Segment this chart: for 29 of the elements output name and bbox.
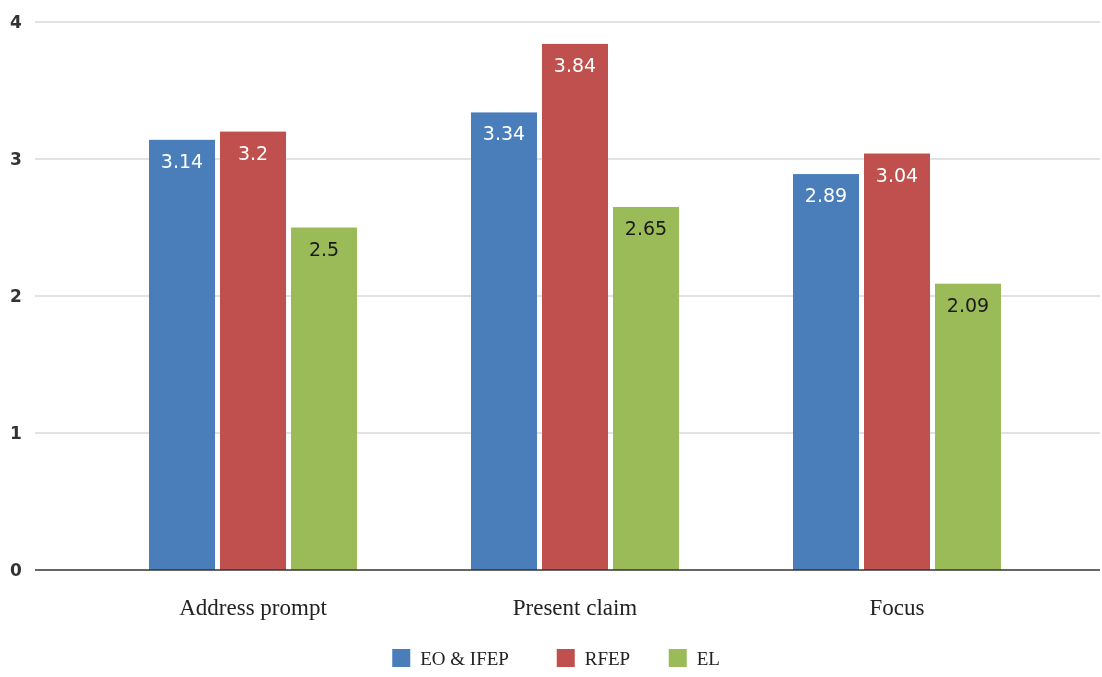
bar xyxy=(864,153,930,570)
legend-label: EO & IFEP xyxy=(420,647,509,669)
bar xyxy=(793,174,859,570)
data-label: 2.65 xyxy=(624,216,668,239)
y-tick-label: 1 xyxy=(10,422,22,443)
data-label: 2.5 xyxy=(308,237,340,260)
data-label: 3.04 xyxy=(875,163,919,186)
data-label: 3.34 xyxy=(482,122,526,145)
legend-label: EL xyxy=(696,647,720,669)
bar xyxy=(542,43,608,570)
y-tick-label: 4 xyxy=(10,11,23,32)
bar xyxy=(613,206,679,570)
y-tick-label: 0 xyxy=(10,559,23,580)
bar xyxy=(935,283,1001,570)
y-tick-label: 3 xyxy=(10,148,22,169)
bar xyxy=(471,112,537,570)
data-label: 2.09 xyxy=(946,293,990,316)
bar xyxy=(291,227,357,570)
bar xyxy=(220,131,286,570)
data-label: 3.84 xyxy=(553,53,597,76)
data-label: 3.14 xyxy=(160,149,204,172)
x-tick-label: Present claim xyxy=(512,595,638,620)
legend-label: RFEP xyxy=(584,647,631,669)
data-label: 3.2 xyxy=(237,141,269,164)
y-tick-label: 2 xyxy=(10,285,22,306)
x-tick-label: Address prompt xyxy=(179,595,328,620)
bar xyxy=(149,139,215,570)
data-label: 2.89 xyxy=(804,184,848,207)
x-tick-label: Focus xyxy=(869,595,925,620)
